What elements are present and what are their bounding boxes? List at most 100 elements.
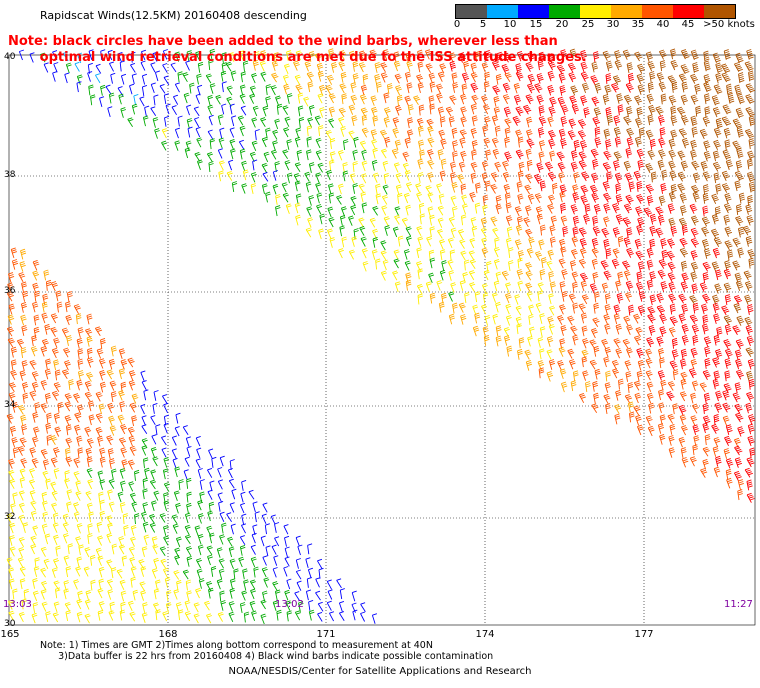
wind-barb: [66, 335, 73, 346]
wind-barb: [427, 125, 434, 137]
colorbar-swatch-3: [549, 5, 580, 18]
wind-barb: [571, 149, 578, 161]
wind-barb: [175, 536, 182, 548]
wind-barb: [748, 414, 756, 425]
wind-barb: [304, 171, 311, 182]
wind-barb: [197, 513, 204, 524]
wind-barb: [45, 279, 52, 291]
wind-barb: [73, 457, 81, 468]
wind-barb: [30, 535, 37, 546]
wind-barb: [571, 271, 579, 282]
wind-barb: [460, 93, 467, 105]
wind-barb: [604, 346, 612, 358]
wind-barb: [185, 60, 191, 71]
wind-barb: [340, 71, 347, 83]
wind-barb: [636, 224, 644, 236]
wind-barb: [144, 105, 150, 117]
wind-barb: [700, 160, 708, 172]
wind-barb: [62, 522, 69, 533]
wind-barb: [108, 610, 115, 621]
wind-barb: [712, 161, 721, 172]
wind-barb: [615, 194, 623, 205]
wind-barb: [448, 116, 455, 128]
wind-barb: [448, 270, 455, 281]
wind-barb: [723, 214, 731, 226]
wind-barb: [404, 71, 411, 83]
wind-barb: [407, 117, 414, 129]
wind-barb: [50, 457, 58, 468]
wind-barb: [559, 85, 566, 96]
wind-barb: [517, 348, 523, 360]
wind-barb: [43, 62, 49, 73]
wind-barb: [734, 382, 742, 394]
wind-barb: [163, 492, 169, 503]
wind-barb: [646, 337, 655, 348]
wind-barb: [65, 62, 72, 74]
wind-barb: [99, 447, 106, 459]
wind-barb: [539, 180, 546, 192]
wind-barb: [339, 214, 346, 226]
wind-barb: [218, 137, 225, 149]
wind-barb: [33, 426, 40, 438]
wind-barb: [67, 543, 73, 555]
wind-barb: [658, 195, 666, 207]
wind-barb: [85, 328, 93, 338]
footnotes: Note: 1) Times are GMT 2)Times along bot…: [40, 640, 493, 662]
wind-barb: [208, 448, 214, 459]
wind-barb: [63, 555, 70, 566]
wind-barb: [380, 62, 388, 73]
wind-barb: [671, 349, 679, 360]
wind-barb: [64, 393, 72, 403]
wind-barb: [384, 225, 391, 236]
wind-barb: [702, 192, 709, 204]
wind-barb: [583, 213, 591, 225]
wind-barb: [568, 118, 576, 129]
wind-barb: [195, 126, 201, 138]
wind-barb: [656, 72, 665, 83]
wind-barb: [286, 172, 293, 184]
wind-barb: [162, 611, 169, 622]
wind-barb: [715, 72, 723, 84]
wind-barb: [141, 380, 147, 391]
wind-barb: [589, 339, 597, 349]
wind-barb: [614, 172, 623, 184]
wind-barb: [97, 609, 104, 621]
wind-barb: [486, 260, 492, 272]
wind-barb: [541, 257, 547, 269]
wind-barb: [97, 555, 104, 566]
wind-barb: [481, 247, 489, 258]
wind-barb: [622, 49, 631, 60]
wind-barb: [284, 535, 290, 547]
wind-barb: [328, 93, 336, 104]
wind-barb: [603, 192, 612, 203]
wind-barb: [12, 401, 19, 413]
wind-barb: [229, 558, 236, 569]
wind-barb: [417, 268, 423, 280]
wind-barb: [352, 149, 358, 161]
wind-barb: [251, 610, 257, 621]
wind-barb: [170, 62, 177, 73]
wind-barb: [656, 292, 664, 304]
wind-barb: [614, 404, 622, 414]
wind-barb: [242, 60, 249, 72]
wind-barb: [351, 115, 358, 127]
wind-barb: [86, 313, 93, 325]
wind-barb: [238, 556, 245, 568]
wind-barb: [735, 358, 743, 370]
wind-barb: [591, 61, 599, 73]
wind-barb: [65, 301, 71, 313]
wind-barb: [39, 52, 47, 63]
wind-barb: [218, 500, 224, 512]
wind-barb: [406, 182, 412, 193]
wind-barb: [8, 610, 15, 621]
wind-barb: [658, 137, 666, 149]
wind-barb: [439, 170, 446, 182]
wind-barb: [721, 63, 731, 74]
wind-barb: [725, 159, 733, 170]
wind-barb: [516, 181, 523, 193]
wind-barb: [724, 192, 732, 204]
wind-barb: [470, 82, 479, 93]
wind-barb: [680, 160, 689, 172]
wind-barb: [735, 412, 744, 423]
